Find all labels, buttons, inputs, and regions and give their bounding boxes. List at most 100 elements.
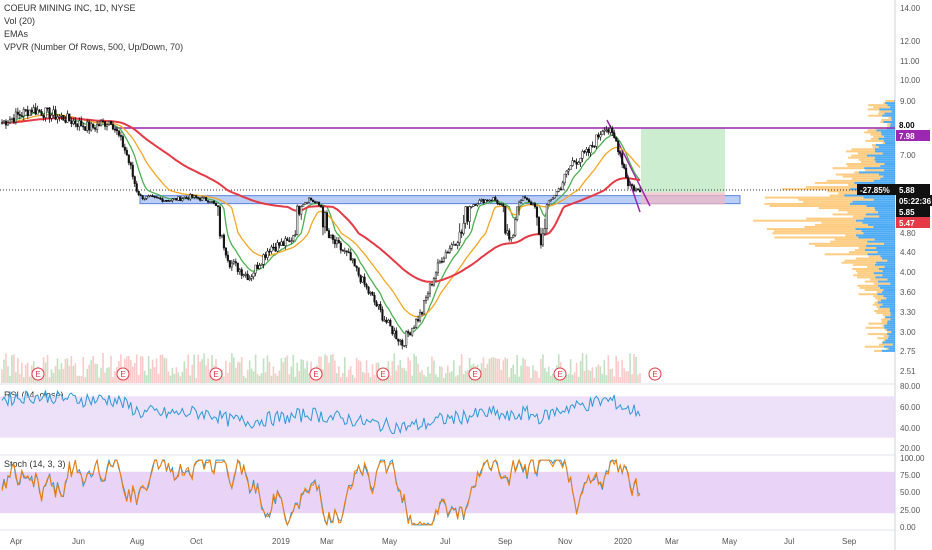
volume-bar [169,375,172,383]
volume-profile-bar [838,209,876,212]
badge-bid [896,206,930,217]
volume-profile-bar [864,131,881,134]
volume-bar [504,357,507,383]
candle [480,199,483,201]
volume-bar [155,358,158,383]
volume-bar [635,356,637,383]
volume-bar [82,357,85,383]
volume-profile-bar [879,215,895,218]
candle [248,278,251,281]
candle [567,169,570,172]
vol-indicator-label[interactable]: Vol (20) [4,16,36,26]
volume-profile-bar [882,303,895,306]
candle [56,116,59,120]
volume-bar [78,375,81,383]
volume-bar [161,354,164,383]
volume-bar [21,362,23,383]
volume-bar [492,357,495,383]
volume-bar [575,362,578,383]
volume-bar [106,367,108,383]
candle [167,200,170,202]
volume-bar [522,357,524,383]
candle [157,197,160,199]
volume-profile-bar [863,196,895,199]
volume-bar [1,369,3,383]
candle [583,151,586,153]
time-axis-tick: Oct [190,537,203,546]
candle [280,241,283,246]
candle [434,272,437,279]
volume-bar [165,358,168,383]
volume-bar [72,365,75,383]
stoch-panel-label[interactable]: Stoch (14, 3, 3) [4,459,66,469]
volume-profile-bar [870,133,882,136]
volume-bar [441,366,443,383]
candle [419,312,422,322]
volume-bar [591,367,594,383]
candle [438,261,441,264]
rsi-axis-tick: 20.00 [900,444,921,453]
volume-bar [240,357,243,383]
candle [109,121,113,125]
volume-bar [246,370,249,383]
volume-profile-bar [855,270,883,273]
volume-profile-bar [872,303,883,306]
candle [422,300,426,315]
candle [256,264,259,270]
rsi-panel-label[interactable]: RSI (14, close) [4,390,64,400]
volume-bar [262,358,265,383]
volume-profile-bar [886,347,889,350]
candle [537,217,541,235]
volume-bar [326,355,328,383]
candle [74,120,77,125]
earnings-marker-label: E [472,370,477,379]
candle [607,129,610,133]
volume-bar [399,359,402,383]
volume-profile-bar [864,289,884,291]
candle [531,203,535,205]
emas-indicator-label[interactable]: EMAs [4,29,29,39]
volume-profile-bar [874,310,890,312]
volume-profile-bar [874,158,895,161]
volume-profile-bar [848,251,878,254]
volume-bar [405,370,407,383]
volume-profile-bar [873,226,895,228]
volume-profile-bar [873,106,891,109]
earnings-marker [553,367,567,381]
vpvr-indicator-label[interactable]: VPVR (Number Of Rows, 500, Up/Down, 70) [4,42,184,52]
volume-bar [603,360,606,383]
price-axis-tick: 7.00 [900,151,916,160]
candle [8,119,11,124]
candle [555,191,558,196]
volume-bar [175,367,178,383]
volume-profile-bar [866,154,895,157]
symbol-title[interactable]: COEUR MINING INC, 1D, NYSE [4,3,136,13]
volume-profile-bar [855,234,895,237]
candle [575,161,578,165]
volume-profile-bar [859,286,880,289]
volume-profile-bar [821,221,863,224]
volume-profile-bar [890,314,895,317]
volume-profile-bar [887,125,890,128]
candle [183,197,186,200]
volume-bar [86,368,88,383]
volume-bar [181,371,184,383]
price-axis-tick: 4.00 [900,268,916,277]
volume-profile-bar [806,217,864,220]
candle [621,153,624,165]
volume-profile-bar [883,169,895,172]
volume-bar [302,359,304,383]
volume-profile-bar [875,150,895,153]
candle [359,274,362,283]
volume-bar [496,358,499,383]
volume-bar [199,361,201,383]
candle [543,228,546,235]
volume-bar [409,360,411,383]
volume-bar [506,358,509,383]
volume-bar [581,353,584,383]
candle [377,304,380,307]
candle [597,134,600,138]
candle [373,295,376,303]
volume-profile-bar [887,331,892,333]
